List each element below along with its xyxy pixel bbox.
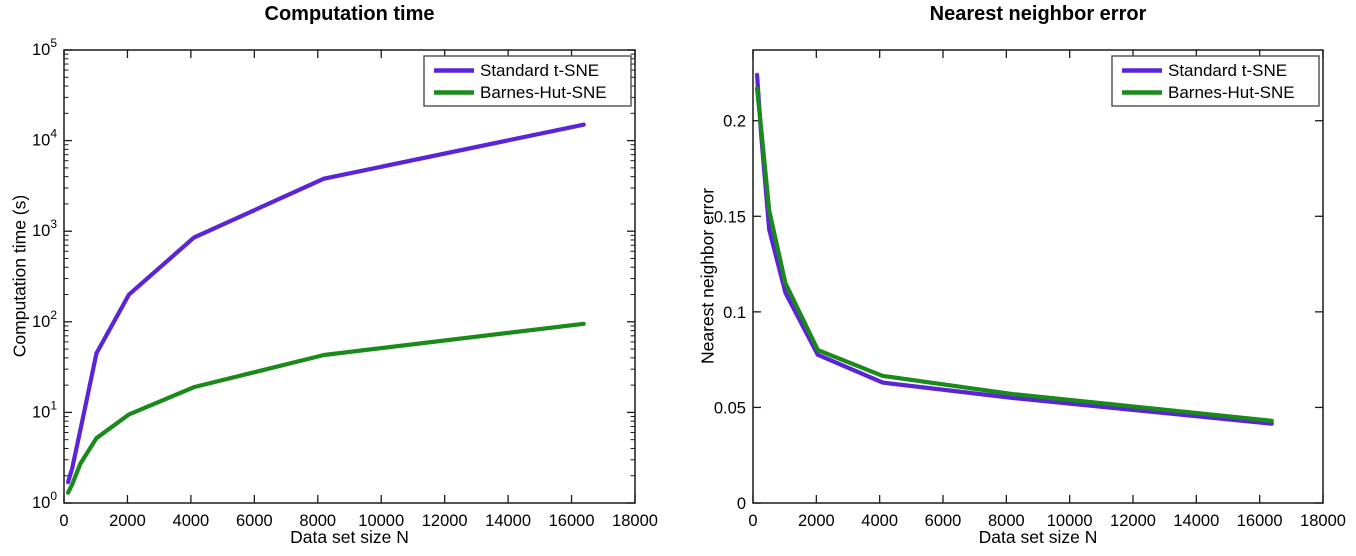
y-tick-label: 102 <box>32 308 57 331</box>
x-tick-label: 0 <box>59 512 68 530</box>
series-line-barnes-hut-sne <box>65 321 586 495</box>
x-tick-label: 14000 <box>1173 512 1219 530</box>
left-x-axis-label: Data set size N <box>290 527 409 547</box>
computation-time-title: Computation time <box>264 3 435 25</box>
x-tick-label: 16000 <box>549 512 595 530</box>
x-tick-label: 10000 <box>358 512 404 530</box>
x-tick-label: 0 <box>748 512 757 530</box>
x-tick-label: 12000 <box>422 512 468 530</box>
x-tick-label: 6000 <box>925 512 962 530</box>
y-tick-label: 0.15 <box>714 208 746 226</box>
x-tick-label: 18000 <box>612 512 658 530</box>
chart-0: 0 2000 4000 6000 8000 10000 12000 14000 16000 180… <box>32 36 658 530</box>
chart-1: 0 2000 4000 6000 8000 10000 12000 14000 16000 180… <box>714 49 1346 530</box>
y-tick-label: 0.05 <box>714 399 746 417</box>
plot-border <box>752 49 1324 504</box>
x-tick-label: 8000 <box>988 512 1025 530</box>
legend-label: Barnes-Hut-SNE <box>1168 83 1295 102</box>
x-tick-label: 8000 <box>299 512 336 530</box>
legend: Standard t-SNE Barnes-Hut-SNE <box>1111 55 1320 107</box>
x-tick-label: 4000 <box>861 512 898 530</box>
x-tick-label: 16000 <box>1237 512 1283 530</box>
x-tick-label: 18000 <box>1300 512 1346 530</box>
nearest-neighbor-error-title: Nearest neighbor error <box>929 3 1147 25</box>
plot-border <box>63 49 636 504</box>
legend-label: Barnes-Hut-SNE <box>480 83 607 102</box>
x-tick-label: 6000 <box>236 512 273 530</box>
x-tick-label: 12000 <box>1110 512 1156 530</box>
legend: Standard t-SNE Barnes-Hut-SNE <box>423 55 632 107</box>
x-tick-label: 4000 <box>173 512 210 530</box>
legend-label: Standard t-SNE <box>480 61 599 80</box>
y-tick-label: 104 <box>32 127 57 150</box>
x-tick-label: 2000 <box>798 512 835 530</box>
right-y-axis-label: Nearest neighbor error <box>697 187 718 365</box>
y-tick-label: 105 <box>32 36 57 59</box>
right-x-axis-label: Data set size N <box>978 527 1098 547</box>
x-tick-label: 2000 <box>109 512 146 530</box>
y-tick-label: 103 <box>32 217 57 240</box>
y-tick-label: 101 <box>32 398 57 421</box>
series-line-standard-t-sne <box>65 122 586 485</box>
y-tick-label: 0.1 <box>723 304 746 322</box>
series-line-barnes-hut-sne <box>754 86 1274 423</box>
x-tick-label: 14000 <box>485 512 531 530</box>
legend-box <box>423 55 632 107</box>
legend-label: Standard t-SNE <box>1168 61 1287 80</box>
left-y-axis-label: Computation time (s) <box>9 194 30 358</box>
y-tick-label: 100 <box>32 489 57 512</box>
y-tick-label: 0.2 <box>723 113 746 131</box>
x-tick-label: 10000 <box>1047 512 1093 530</box>
y-tick-label: 0 <box>737 495 746 513</box>
legend-box <box>1111 55 1320 107</box>
